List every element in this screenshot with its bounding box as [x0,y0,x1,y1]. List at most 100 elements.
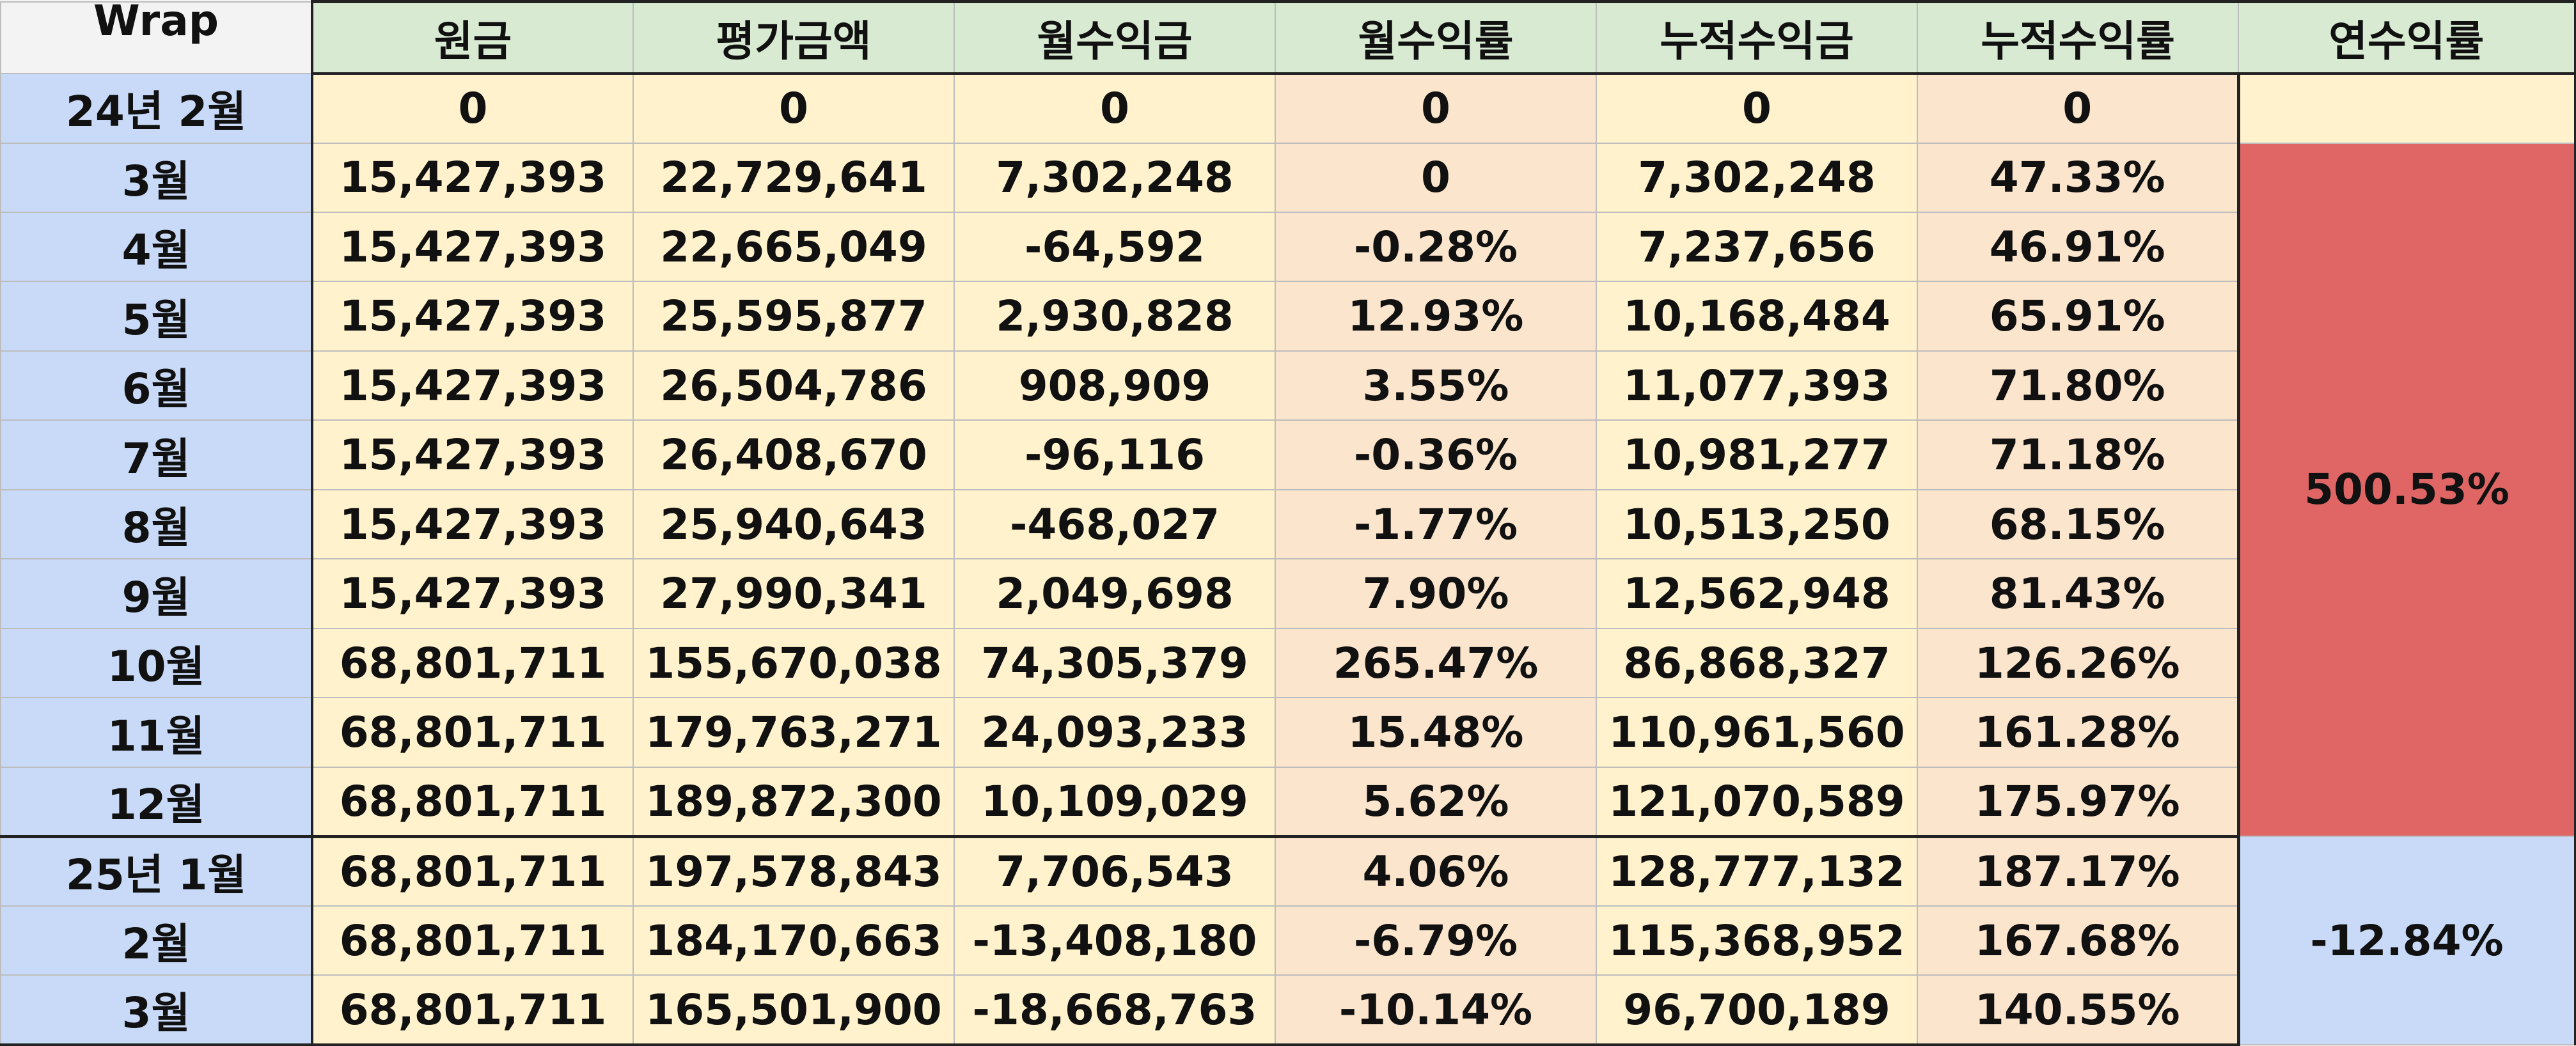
cell-principal[interactable]: 15,427,393 [311,488,634,560]
cell-principal[interactable]: 15,427,393 [311,281,634,352]
cell-principal[interactable]: 68,801,711 [311,905,634,976]
cell-monthly-rate[interactable]: -10.14% [1275,974,1597,1046]
cell-cumulative-rate[interactable]: 47.33% [1917,142,2239,213]
cell-monthly-profit[interactable]: 2,049,698 [954,558,1276,629]
cell-cumulative-profit[interactable]: 110,961,560 [1596,697,1918,768]
cell-valuation[interactable]: 25,940,643 [632,488,955,560]
header-monthly-rate[interactable]: 월수익률 [1275,0,1597,75]
cell-valuation[interactable]: 155,670,038 [632,627,955,699]
cell-annual-empty[interactable] [2236,73,2576,144]
cell-cumulative-rate[interactable]: 187.17% [1917,836,2239,907]
cell-valuation[interactable]: 165,501,900 [632,974,955,1046]
cell-cumulative-rate[interactable]: 71.18% [1917,419,2239,490]
cell-valuation[interactable]: 26,408,670 [632,419,955,490]
cell-monthly-profit[interactable]: 24,093,233 [954,697,1276,768]
corner-cell[interactable]: Wrap [0,1,313,75]
header-annual-rate[interactable]: 연수익률 [2238,0,2576,75]
cell-principal[interactable]: 15,427,393 [311,350,634,421]
cell-monthly-profit[interactable]: 7,302,248 [954,142,1276,213]
cell-monthly-rate[interactable]: -6.79% [1275,905,1597,976]
header-monthly-profit[interactable]: 월수익금 [954,0,1276,75]
cell-cumulative-rate[interactable]: 0 [1917,73,2239,144]
header-cumulative-rate[interactable]: 누적수익률 [1917,0,2239,75]
header-valuation[interactable]: 평가금액 [632,0,955,75]
annual-rate-2025[interactable]: -12.84% [2236,836,2576,1045]
row-label-cell[interactable]: 7월 [0,419,313,490]
cell-principal[interactable]: 15,427,393 [311,142,634,213]
row-label-cell[interactable]: 24년 2월 [0,73,313,144]
cell-cumulative-profit[interactable]: 0 [1596,73,1918,144]
cell-monthly-rate[interactable]: 7.90% [1275,558,1597,629]
cell-monthly-profit[interactable]: 74,305,379 [954,627,1276,699]
cell-monthly-profit[interactable]: -64,592 [954,211,1276,283]
cell-valuation[interactable]: 179,763,271 [632,697,955,768]
row-label-cell[interactable]: 12월 [0,766,313,838]
cell-monthly-rate[interactable]: 0 [1275,142,1597,213]
cell-cumulative-rate[interactable]: 81.43% [1917,558,2239,629]
cell-cumulative-profit[interactable]: 121,070,589 [1596,766,1918,838]
cell-monthly-profit[interactable]: 10,109,029 [954,766,1276,838]
cell-monthly-rate[interactable]: -1.77% [1275,488,1597,560]
cell-monthly-rate[interactable]: 15.48% [1275,697,1597,768]
cell-valuation[interactable]: 27,990,341 [632,558,955,629]
cell-monthly-rate[interactable]: -0.36% [1275,419,1597,490]
row-label-cell[interactable]: 10월 [0,627,313,699]
cell-cumulative-rate[interactable]: 46.91% [1917,211,2239,283]
cell-monthly-rate[interactable]: 5.62% [1275,766,1597,838]
cell-principal[interactable]: 68,801,711 [311,627,634,699]
cell-principal[interactable]: 15,427,393 [311,419,634,490]
cell-cumulative-rate[interactable]: 167.68% [1917,905,2239,976]
cell-principal[interactable]: 68,801,711 [311,836,634,907]
cell-cumulative-profit[interactable]: 115,368,952 [1596,905,1918,976]
cell-monthly-rate[interactable]: 3.55% [1275,350,1597,421]
cell-monthly-profit[interactable]: -13,408,180 [954,905,1276,976]
row-label-cell[interactable]: 4월 [0,211,313,283]
cell-principal[interactable]: 15,427,393 [311,558,634,629]
cell-cumulative-profit[interactable]: 7,237,656 [1596,211,1918,283]
cell-cumulative-rate[interactable]: 161.28% [1917,697,2239,768]
cell-principal[interactable]: 68,801,711 [311,766,634,838]
cell-monthly-rate[interactable]: 4.06% [1275,836,1597,907]
cell-monthly-rate[interactable]: 0 [1275,73,1597,144]
cell-cumulative-rate[interactable]: 68.15% [1917,488,2239,560]
cell-monthly-rate[interactable]: 12.93% [1275,281,1597,352]
cell-valuation[interactable]: 197,578,843 [632,836,955,907]
cell-monthly-profit[interactable]: 7,706,543 [954,836,1276,907]
cell-monthly-rate[interactable]: 265.47% [1275,627,1597,699]
cell-valuation[interactable]: 189,872,300 [632,766,955,838]
cell-cumulative-profit[interactable]: 96,700,189 [1596,974,1918,1046]
row-label-cell[interactable]: 11월 [0,697,313,768]
row-label-cell[interactable]: 6월 [0,350,313,421]
header-cumulative-profit[interactable]: 누적수익금 [1596,0,1918,75]
row-label-cell[interactable]: 8월 [0,488,313,560]
cell-cumulative-rate[interactable]: 126.26% [1917,627,2239,699]
cell-monthly-rate[interactable]: -0.28% [1275,211,1597,283]
cell-cumulative-profit[interactable]: 10,981,277 [1596,419,1918,490]
cell-monthly-profit[interactable]: -468,027 [954,488,1276,560]
row-label-cell[interactable]: 3월 [0,142,313,213]
row-label-cell[interactable]: 9월 [0,558,313,629]
cell-cumulative-profit[interactable]: 10,168,484 [1596,281,1918,352]
cell-valuation[interactable]: 184,170,663 [632,905,955,976]
cell-valuation[interactable]: 22,729,641 [632,142,955,213]
header-principal[interactable]: 원금 [311,0,634,75]
cell-cumulative-rate[interactable]: 140.55% [1917,974,2239,1046]
cell-cumulative-rate[interactable]: 65.91% [1917,281,2239,352]
cell-cumulative-profit[interactable]: 10,513,250 [1596,488,1918,560]
cell-cumulative-profit[interactable]: 86,868,327 [1596,627,1918,699]
cell-monthly-profit[interactable]: -96,116 [954,419,1276,490]
cell-monthly-profit[interactable]: 908,909 [954,350,1276,421]
cell-cumulative-profit[interactable]: 128,777,132 [1596,836,1918,907]
cell-valuation[interactable]: 26,504,786 [632,350,955,421]
cell-monthly-profit[interactable]: 0 [954,73,1276,144]
cell-monthly-profit[interactable]: -18,668,763 [954,974,1276,1046]
cell-valuation[interactable]: 25,595,877 [632,281,955,352]
row-label-cell[interactable]: 3월 [0,974,313,1046]
cell-principal[interactable]: 15,427,393 [311,211,634,283]
annual-rate-2024[interactable]: 500.53% [2236,142,2576,838]
cell-principal[interactable]: 0 [311,73,634,144]
cell-cumulative-rate[interactable]: 175.97% [1917,766,2239,838]
row-label-cell[interactable]: 5월 [0,281,313,352]
cell-cumulative-profit[interactable]: 12,562,948 [1596,558,1918,629]
cell-principal[interactable]: 68,801,711 [311,697,634,768]
